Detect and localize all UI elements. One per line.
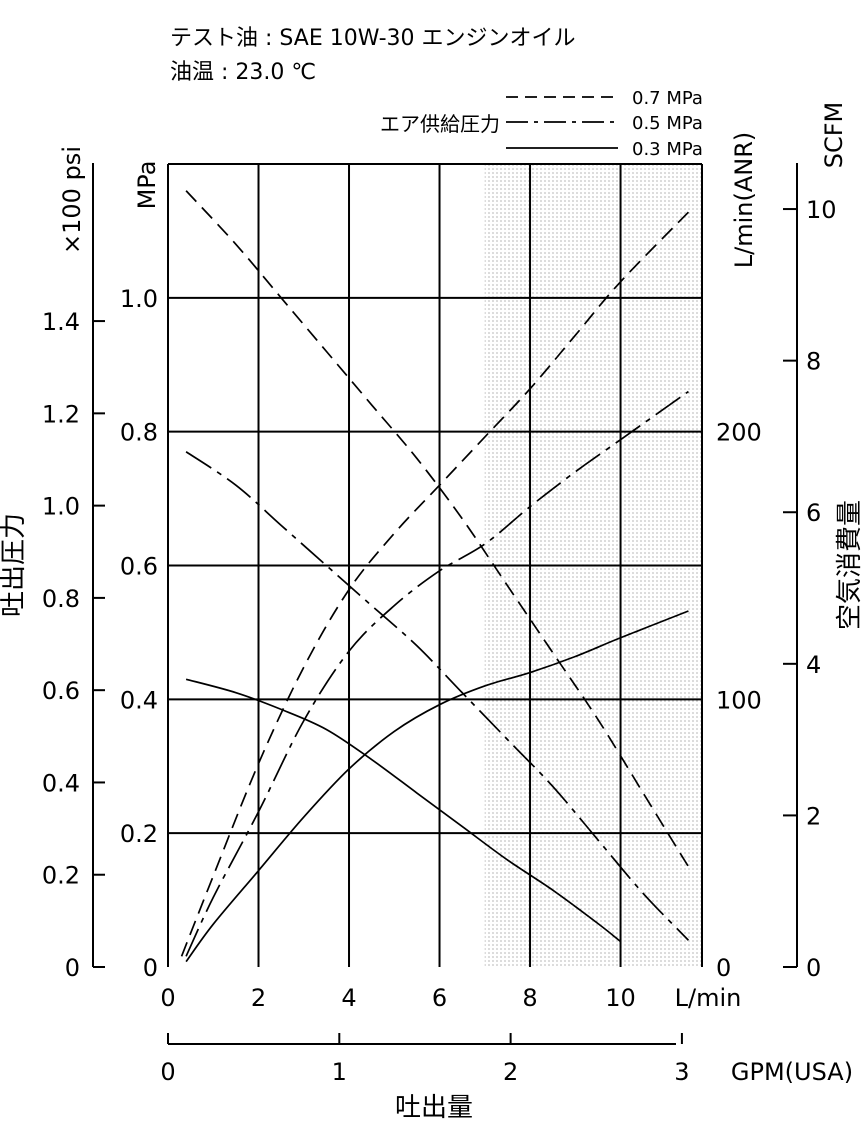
y-scfm-axis-label: SCFM <box>820 102 848 169</box>
y-psi-axis-label: ×100 psi <box>58 146 86 254</box>
air-consumption-curve-03 <box>185 610 689 963</box>
legend-entry-05: 0.5 MPa <box>632 113 703 134</box>
y-psi-tick-label: 0 <box>65 954 80 982</box>
x-axis-title: 吐出量 <box>395 1093 473 1122</box>
pressure-curve-05 <box>185 451 690 941</box>
y-psi-tick-label: 0.4 <box>42 769 80 797</box>
y-psi-tick-label: 0.6 <box>42 677 80 705</box>
y-scfm-tick-label: 8 <box>806 348 821 376</box>
x-lmin-axis-label: L/min <box>675 984 742 1012</box>
y-mpa-tick-label: 0 <box>143 954 158 982</box>
y-scfm-tick-label: 6 <box>806 499 821 527</box>
y-mpa-tick-label: 0.6 <box>120 553 158 581</box>
x-gpm-tick-label: 1 <box>332 1058 347 1086</box>
y-left-axis-title: 吐出圧力 <box>0 513 29 617</box>
oil-temp-label: 油温 : 23.0 ℃ <box>170 60 317 85</box>
y-anr-tick-label: 200 <box>716 419 762 447</box>
x-gpm-tick-label: 2 <box>503 1058 518 1086</box>
y-psi-tick-label: 1.0 <box>42 493 80 521</box>
x-lmin-tick-label: 2 <box>251 984 266 1012</box>
x-lmin-tick-label: 4 <box>341 984 356 1012</box>
legend-entry-07: 0.7 MPa <box>632 88 703 109</box>
pressure-curve-03 <box>185 678 622 943</box>
y-mpa-tick-label: 0.8 <box>120 419 158 447</box>
legend: エア供給圧力 0.7 MPa 0.5 MPa 0.3 MPa <box>380 88 703 160</box>
x-lmin-tick-label: 10 <box>605 984 636 1012</box>
x-gpm-axis-label: GPM(USA) <box>731 1058 853 1086</box>
y-anr-axis-label: L/min(ANR) <box>730 132 758 269</box>
x-lmin-tick-label: 0 <box>160 984 175 1012</box>
y-scfm-tick-label: 0 <box>806 954 821 982</box>
y-psi-tick-label: 0.2 <box>42 862 80 890</box>
pressure-curve-07 <box>185 190 690 868</box>
y-mpa-tick-label: 0.4 <box>120 686 158 714</box>
y-scfm-tick-label: 4 <box>806 651 821 679</box>
y-psi-tick-label: 1.2 <box>42 400 80 428</box>
y-mpa-axis-label: MPa <box>133 161 161 210</box>
y-mpa-tick-label: 0.2 <box>120 820 158 848</box>
x-gpm-tick-label: 3 <box>674 1058 689 1086</box>
y-scfm-tick-label: 2 <box>806 802 821 830</box>
x-lmin-tick-label: 6 <box>432 984 447 1012</box>
test-oil-label: テスト油 : SAE 10W-30 エンジンオイル <box>170 26 576 51</box>
air-consumption-curve-05 <box>185 390 689 957</box>
y-anr-tick-label: 0 <box>716 954 731 982</box>
y-right-axis-title: 空気消費量 <box>835 500 865 630</box>
x-lmin-tick-label: 8 <box>522 984 537 1012</box>
x-gpm-tick-label: 0 <box>160 1058 175 1086</box>
legend-entry-03: 0.3 MPa <box>632 139 703 160</box>
air-consumption-curve-07 <box>180 211 690 957</box>
y-mpa-tick-label: 1.0 <box>120 285 158 313</box>
y-scfm-tick-label: 10 <box>806 196 837 224</box>
y-psi-tick-label: 0.8 <box>42 585 80 613</box>
legend-group-label: エア供給圧力 <box>380 112 500 136</box>
y-psi-tick-label: 1.4 <box>42 308 80 336</box>
y-anr-tick-label: 100 <box>716 686 762 714</box>
